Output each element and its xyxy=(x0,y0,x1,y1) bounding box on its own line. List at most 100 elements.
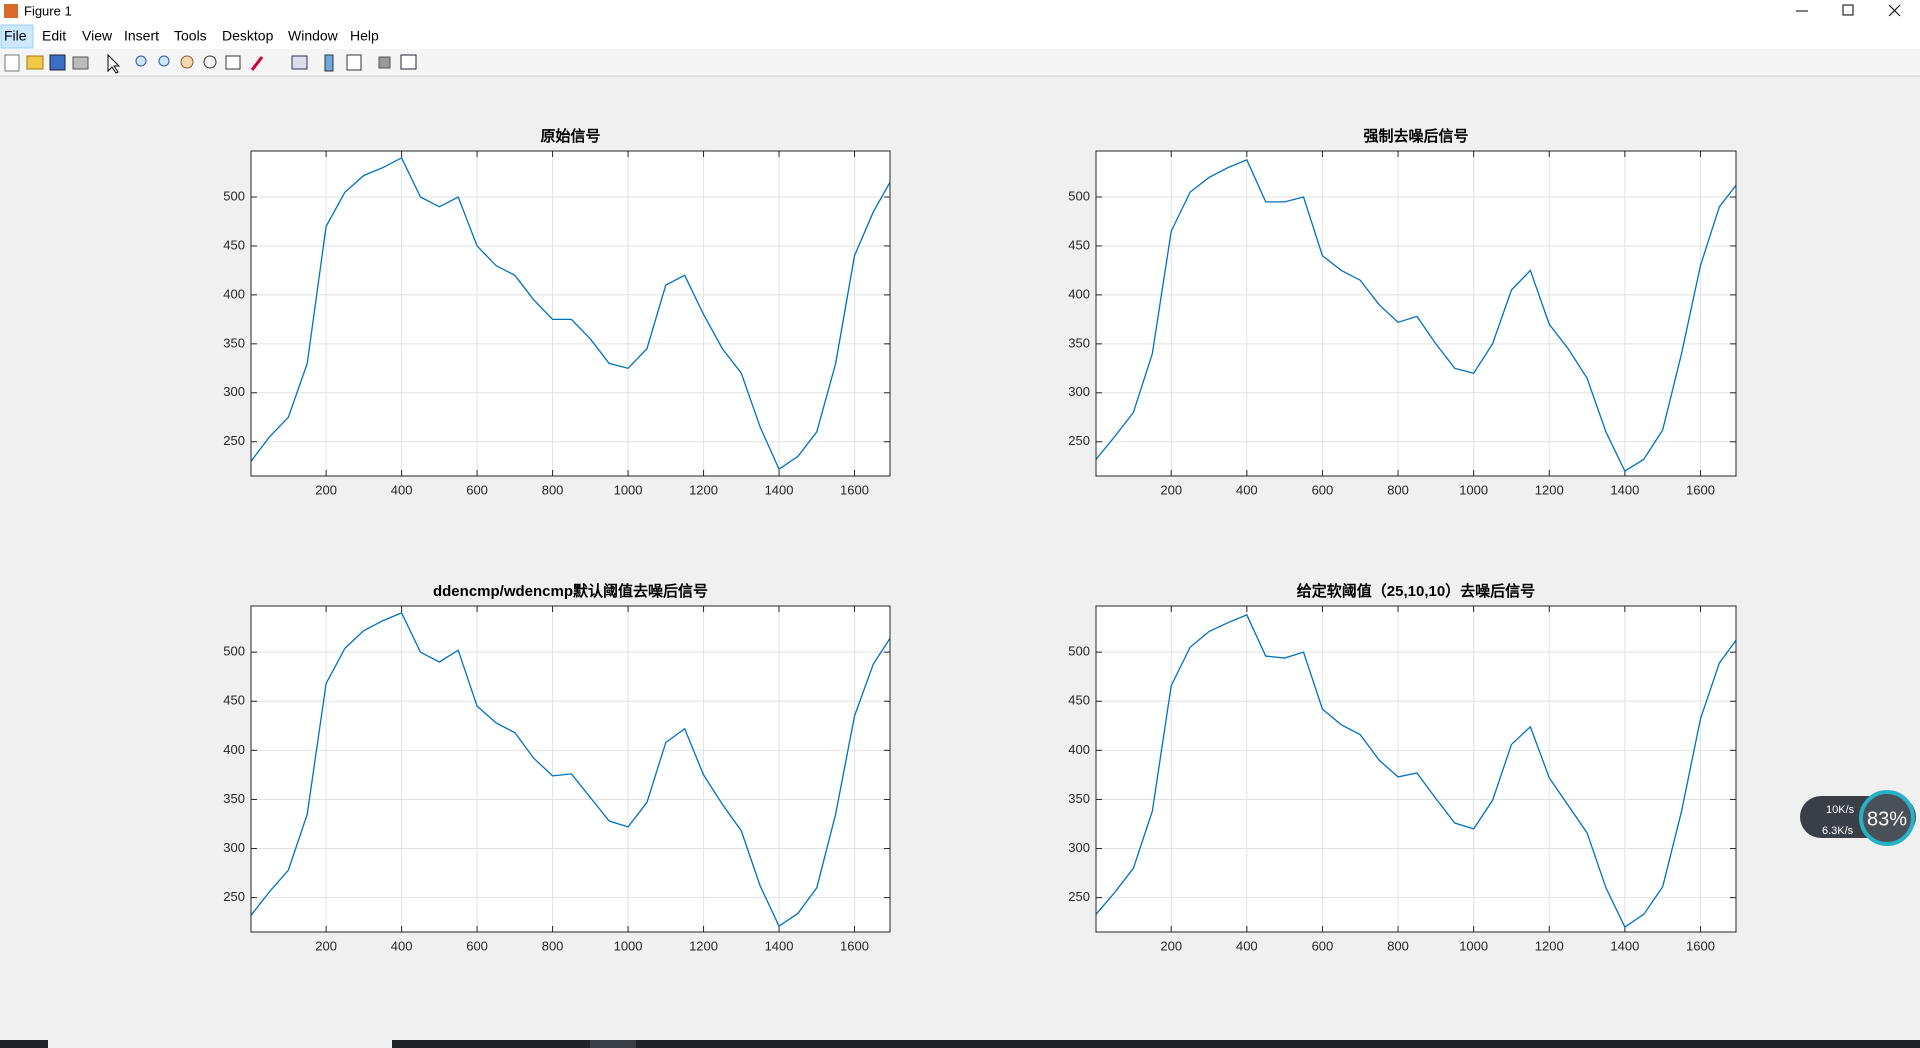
menu-item[interactable]: Insert xyxy=(124,28,159,44)
select-icon[interactable] xyxy=(107,53,121,74)
download-speed: 6.3K/s xyxy=(1822,825,1854,837)
menu-highlight xyxy=(0,24,34,49)
menu-item[interactable]: Tools xyxy=(174,28,207,44)
save-icon[interactable] xyxy=(49,54,66,71)
upload-speed: 10K/s xyxy=(1826,804,1855,816)
x-tick-label: 1000 xyxy=(614,938,643,953)
menu-item[interactable]: File xyxy=(4,28,27,44)
rotate-icon[interactable] xyxy=(203,55,217,69)
title-bar xyxy=(0,0,1920,24)
axes: 给定软阈值（25,10,10）去噪后信号 200 400 600 800 1000 1200… xyxy=(1068,582,1737,953)
y-tick-label: 450 xyxy=(223,237,245,252)
x-tick-label: 1200 xyxy=(1535,938,1564,953)
x-tick-label: 400 xyxy=(1236,938,1258,953)
x-tick-label: 1000 xyxy=(614,482,643,497)
y-tick-label: 250 xyxy=(223,889,245,904)
menu-bar xyxy=(0,24,1920,49)
hide-tools-icon[interactable] xyxy=(378,56,391,69)
x-tick-label: 200 xyxy=(315,938,337,953)
y-tick-label: 400 xyxy=(1068,742,1090,757)
show-tools-icon[interactable] xyxy=(400,54,417,70)
restore-button[interactable] xyxy=(1842,4,1854,16)
x-tick-label: 200 xyxy=(315,482,337,497)
menu-item[interactable]: View xyxy=(82,28,113,44)
zoom-in-icon[interactable] xyxy=(135,55,147,67)
x-tick-label: 1600 xyxy=(840,938,869,953)
menu-item[interactable]: Window xyxy=(288,28,339,44)
x-tick-label: 400 xyxy=(391,938,413,953)
y-tick-label: 250 xyxy=(1068,889,1090,904)
y-tick-label: 300 xyxy=(223,384,245,399)
new-icon[interactable] xyxy=(4,54,20,72)
open-icon[interactable] xyxy=(26,55,44,70)
link-icon[interactable] xyxy=(291,55,308,70)
y-tick-label: 300 xyxy=(1068,384,1090,399)
y-tick-label: 300 xyxy=(223,840,245,855)
chart-title: ddencmp/wdencmp默认阈值去噪后信号 xyxy=(433,582,708,600)
menu-item[interactable]: Edit xyxy=(42,28,66,44)
close-button[interactable] xyxy=(1888,4,1901,17)
x-tick-label: 1400 xyxy=(1610,938,1639,953)
x-tick-label: 200 xyxy=(1160,482,1182,497)
x-tick-label: 600 xyxy=(466,482,488,497)
y-tick-label: 450 xyxy=(1068,693,1090,708)
x-tick-label: 800 xyxy=(1387,938,1409,953)
window-title: Figure 1 xyxy=(24,3,72,18)
x-tick-label: 1600 xyxy=(1686,938,1715,953)
data-line xyxy=(1095,158,1737,473)
y-tick-label: 250 xyxy=(223,433,245,448)
y-tick-label: 400 xyxy=(223,286,245,301)
x-tick-label: 600 xyxy=(1312,482,1334,497)
y-tick-label: 350 xyxy=(223,791,245,806)
x-tick-label: 1200 xyxy=(1535,482,1564,497)
axes: ddencmp/wdencmp默认阈值去噪后信号 200 400 600 800 1000… xyxy=(223,582,891,953)
app-icon xyxy=(4,4,18,18)
zoom-out-icon[interactable] xyxy=(158,55,170,67)
y-tick-label: 450 xyxy=(223,693,245,708)
x-tick-label: 1600 xyxy=(1686,482,1715,497)
x-tick-label: 400 xyxy=(1236,482,1258,497)
menu-item[interactable]: Help xyxy=(350,28,379,44)
y-tick-label: 350 xyxy=(1068,335,1090,350)
x-tick-label: 600 xyxy=(466,938,488,953)
data-line xyxy=(1095,613,1737,929)
data-line xyxy=(250,156,891,471)
legend-icon[interactable] xyxy=(346,54,362,71)
chart-title: 给定软阈值（25,10,10）去噪后信号 xyxy=(1297,582,1535,600)
chart-title: 原始信号 xyxy=(540,127,600,145)
plot-area xyxy=(251,151,890,476)
y-tick-label: 500 xyxy=(223,188,245,203)
x-tick-label: 800 xyxy=(542,938,564,953)
y-tick-label: 300 xyxy=(1068,840,1090,855)
menu-items: File Edit View Insert Tools Desktop Window Help xyxy=(4,28,379,44)
colorbar-icon[interactable] xyxy=(324,54,334,72)
axes-box xyxy=(1095,150,1737,477)
x-tick-label: 1200 xyxy=(689,482,718,497)
y-tick-label: 400 xyxy=(1068,286,1090,301)
y-tick-label: 500 xyxy=(1068,644,1090,659)
data-line xyxy=(250,612,891,928)
y-tick-label: 250 xyxy=(1068,433,1090,448)
axes-box xyxy=(250,605,891,933)
axes-box xyxy=(1095,605,1737,933)
brush-icon[interactable] xyxy=(250,56,264,71)
datatip-icon[interactable] xyxy=(225,55,241,70)
x-tick-label: 1000 xyxy=(1459,938,1488,953)
menu-item[interactable]: Desktop xyxy=(222,28,274,44)
x-tick-label: 1000 xyxy=(1459,482,1488,497)
charts: 原始信号 200 400 600 800 1000 1200 1400 1600 250 300 35… xyxy=(223,127,1737,953)
y-tick-label: 500 xyxy=(223,644,245,659)
taskbar-item xyxy=(590,1040,636,1048)
print-icon[interactable] xyxy=(72,56,89,70)
y-tick-label: 450 xyxy=(1068,237,1090,252)
y-tick-label: 500 xyxy=(1068,188,1090,203)
plot-area xyxy=(251,606,890,932)
net-gauge xyxy=(1859,790,1915,846)
pan-icon[interactable] xyxy=(180,55,194,69)
axes: 强制去噪后信号 200 400 600 800 1000 1200 1400 1600 250 30… xyxy=(1068,127,1737,497)
x-tick-label: 1400 xyxy=(765,482,794,497)
x-tick-label: 200 xyxy=(1160,938,1182,953)
x-tick-label: 800 xyxy=(542,482,564,497)
